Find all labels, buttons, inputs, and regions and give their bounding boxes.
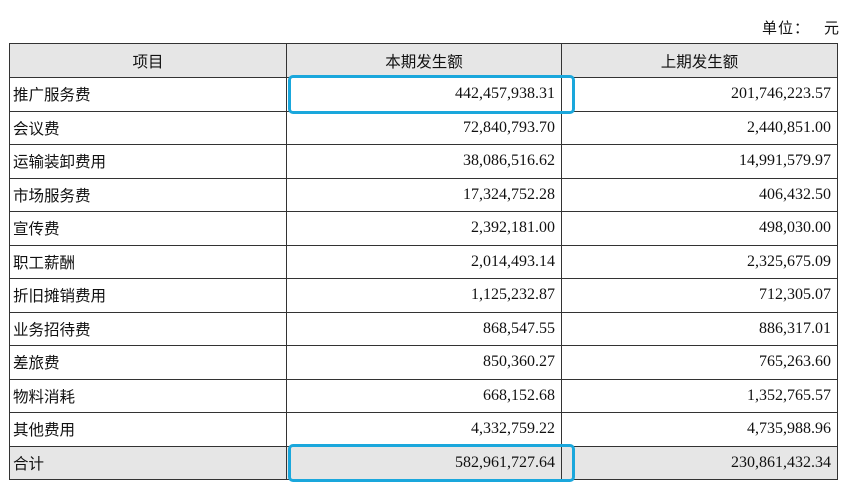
table-row: 推广服务费 442,457,938.31 201,746,223.57 [9,75,838,114]
total-label: 合计 [9,445,287,480]
table-row: 业务招待费 868,547.55 886,317.01 [9,311,838,346]
row-current-amount: 2,392,181.00 [286,211,562,246]
unit-label-text: 单位： [761,19,810,37]
total-row: 合计 582,961,727.64 230,861,432.34 [9,444,838,482]
row-item-name: 运输装卸费用 [9,144,287,179]
unit-label: 单位： 元 [762,17,840,38]
row-current-amount: 4,332,759.22 [286,412,562,447]
row-item-name: 职工薪酬 [9,244,287,279]
row-current-amount: 668,152.68 [286,378,562,413]
table-row: 物料消耗 668,152.68 1,352,765.57 [9,378,838,413]
table-row: 会议费 72,840,793.70 2,440,851.00 [9,110,838,145]
row-item-name: 宣传费 [9,211,287,246]
unit-value: 元 [823,19,840,37]
row-previous-amount: 1,352,765.57 [561,378,838,413]
table-row: 折旧摊销费用 1,125,232.87 712,305.07 [9,278,838,313]
table-row: 其他费用 4,332,759.22 4,735,988.96 [9,412,838,447]
row-current-amount: 868,547.55 [286,311,562,346]
row-previous-amount: 4,735,988.96 [561,412,838,447]
table-row: 市场服务费 17,324,752.28 406,432.50 [9,177,838,212]
header-item: 项目 [9,43,287,78]
table-row: 宣传费 2,392,181.00 498,030.00 [9,211,838,246]
row-previous-amount: 201,746,223.57 [561,77,838,112]
expense-table: 项目 本期发生额 上期发生额 推广服务费 442,457,938.31 201,… [9,43,838,482]
row-item-name: 市场服务费 [9,177,287,212]
header-previous-period: 上期发生额 [561,43,838,78]
row-current-amount-highlighted: 442,457,938.31 [286,75,576,114]
row-previous-amount: 765,263.60 [561,345,838,380]
row-previous-amount: 2,325,675.09 [561,244,838,279]
row-previous-amount: 2,440,851.00 [561,110,838,145]
row-item-name: 业务招待费 [9,311,287,346]
row-item-name: 其他费用 [9,412,287,447]
table-row: 运输装卸费用 38,086,516.62 14,991,579.97 [9,144,838,179]
row-previous-amount: 498,030.00 [561,211,838,246]
row-current-amount: 2,014,493.14 [286,244,562,279]
row-current-amount: 1,125,232.87 [286,278,562,313]
row-current-amount: 38,086,516.62 [286,144,562,179]
row-item-name: 会议费 [9,110,287,145]
row-previous-amount: 886,317.01 [561,311,838,346]
row-previous-amount: 14,991,579.97 [561,144,838,179]
row-current-amount: 17,324,752.28 [286,177,562,212]
header-current-period: 本期发生额 [286,43,562,78]
table-header-row: 项目 本期发生额 上期发生额 [9,43,838,78]
table-row: 差旅费 850,360.27 765,263.60 [9,345,838,380]
row-item-name: 折旧摊销费用 [9,278,287,313]
table-row: 职工薪酬 2,014,493.14 2,325,675.09 [9,244,838,279]
row-previous-amount: 406,432.50 [561,177,838,212]
row-item-name: 推广服务费 [9,77,287,112]
row-item-name: 物料消耗 [9,378,287,413]
row-item-name: 差旅费 [9,345,287,380]
total-previous-amount: 230,861,432.34 [561,445,838,480]
row-previous-amount: 712,305.07 [561,278,838,313]
row-current-amount: 72,840,793.70 [286,110,562,145]
row-current-amount: 850,360.27 [286,345,562,380]
total-current-amount-highlighted: 582,961,727.64 [286,444,576,482]
